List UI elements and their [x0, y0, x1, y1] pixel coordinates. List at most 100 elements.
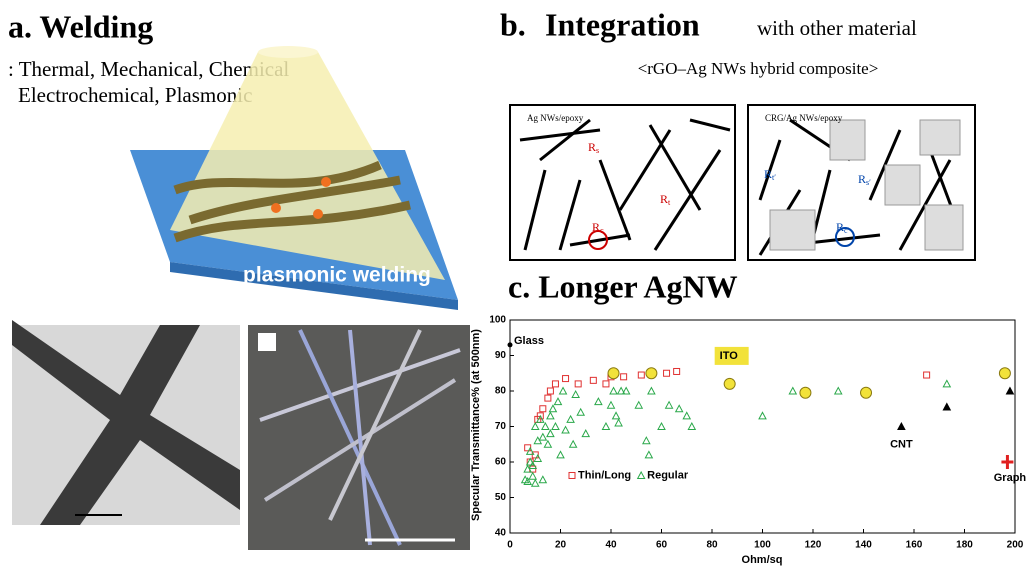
resistance-symbol: R — [588, 140, 596, 154]
point — [547, 388, 553, 394]
point — [557, 451, 564, 458]
point — [570, 441, 577, 448]
y-tick-label: 80 — [495, 386, 507, 397]
panel-b-prefix: b. — [500, 6, 526, 42]
point — [861, 387, 872, 398]
point-annotation: Graphene — [994, 472, 1026, 484]
point — [800, 387, 811, 398]
point-annotation: CNT — [890, 438, 913, 450]
point — [547, 430, 554, 437]
point — [572, 391, 579, 398]
point — [542, 423, 549, 430]
resistance-subscript: s — [596, 146, 599, 155]
diagram-label: Ag NWs/epoxy — [527, 113, 584, 123]
legend-label: Regular — [647, 469, 689, 481]
panel-b-suffix: with other material — [757, 16, 917, 40]
point — [943, 403, 950, 410]
point — [508, 342, 513, 347]
point — [560, 388, 567, 395]
resistance-subscript: c — [600, 226, 604, 235]
diagram-label: CRG/Ag NWs/epoxy — [765, 113, 843, 123]
resistance-subscript: t′ — [772, 173, 776, 182]
point — [577, 409, 584, 416]
y-tick-label: 60 — [495, 457, 507, 468]
panel-c-title: c. Longer AgNW — [508, 268, 738, 304]
resistance-subscript: s′ — [866, 178, 871, 187]
slide: a. Welding : Thermal, Mechanical, Chemic… — [0, 0, 1026, 566]
resistance-symbol: R — [858, 172, 866, 186]
point — [613, 412, 620, 419]
point — [646, 368, 657, 379]
point — [648, 388, 655, 395]
x-tick-label: 100 — [754, 540, 771, 551]
resistance-symbol: R — [764, 167, 772, 181]
x-tick-label: 120 — [805, 540, 822, 551]
point — [999, 368, 1010, 379]
y-axis-label: Specular Transmittance% (at 500nm) — [470, 329, 482, 521]
point — [569, 472, 575, 478]
point — [595, 398, 602, 405]
point — [602, 423, 609, 430]
point — [623, 388, 630, 395]
illustration-label: plasmonic welding — [243, 264, 431, 287]
plot-frame — [510, 320, 1015, 533]
point — [603, 381, 609, 387]
point — [552, 423, 559, 430]
point — [924, 372, 930, 378]
x-tick-label: 20 — [555, 540, 567, 551]
point-annotation: Glass — [514, 335, 544, 347]
resistance-subscript: c′ — [844, 226, 850, 235]
resistance-symbol: R — [660, 192, 668, 206]
point — [621, 374, 627, 380]
point — [789, 388, 796, 395]
point — [664, 370, 670, 376]
point — [547, 412, 554, 419]
x-tick-label: 60 — [656, 540, 668, 551]
point — [615, 419, 622, 426]
point — [590, 377, 596, 383]
y-tick-label: 50 — [495, 492, 507, 503]
x-tick-label: 80 — [706, 540, 718, 551]
legend-label: Thin/Long — [578, 469, 631, 481]
point — [529, 473, 536, 480]
point — [610, 388, 617, 395]
y-tick-label: 70 — [495, 421, 507, 432]
point — [759, 412, 766, 419]
point — [544, 441, 551, 448]
point — [608, 402, 615, 409]
point — [688, 423, 695, 430]
point — [562, 427, 569, 434]
point — [567, 416, 574, 423]
point — [943, 380, 950, 387]
point-annotation: ITO — [720, 350, 739, 362]
x-tick-label: 40 — [605, 540, 617, 551]
point — [635, 402, 642, 409]
point — [666, 402, 673, 409]
resistance-symbol: R — [592, 220, 600, 234]
x-axis-label: Ohm/sq — [742, 554, 783, 566]
x-tick-label: 0 — [507, 540, 513, 551]
point — [683, 412, 690, 419]
point — [638, 372, 644, 378]
point — [1001, 455, 1013, 469]
point — [724, 378, 735, 389]
point — [645, 451, 652, 458]
point — [676, 405, 683, 412]
point — [532, 480, 539, 487]
x-tick-label: 180 — [956, 540, 973, 551]
point — [898, 423, 905, 430]
point — [539, 434, 546, 441]
methods-line: Electrochemical, Plasmonic — [18, 83, 252, 107]
panel-a-title: a. Welding — [8, 8, 153, 44]
point — [532, 423, 539, 430]
x-tick-label: 200 — [1007, 540, 1024, 551]
point — [1006, 388, 1013, 395]
panel-b-subtitle: <rGO–Ag NWs hybrid composite> — [638, 59, 879, 78]
point — [554, 398, 561, 405]
x-tick-label: 160 — [906, 540, 923, 551]
x-tick-label: 140 — [855, 540, 872, 551]
point — [674, 368, 680, 374]
point — [563, 376, 569, 382]
point — [552, 381, 558, 387]
point — [549, 405, 556, 412]
